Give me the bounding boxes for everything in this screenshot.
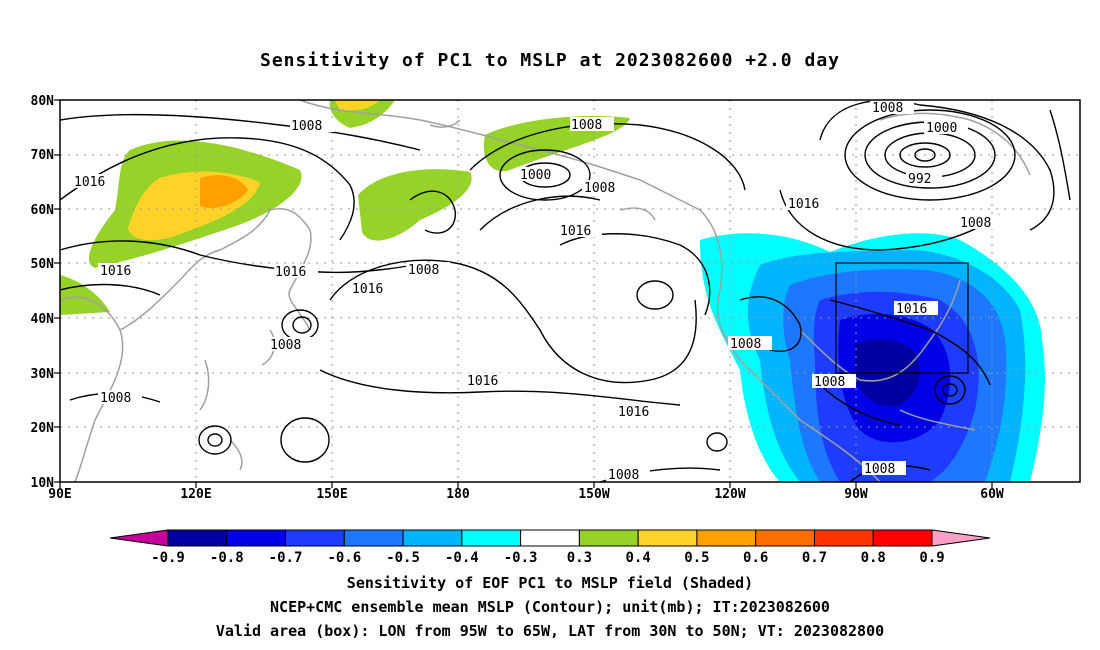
lon-axis-labels: 90E 120E 150E 180 150W 120W 90W 60W — [48, 487, 1004, 502]
contour-label: 1008 — [872, 101, 903, 116]
lat-label: 70N — [31, 148, 55, 163]
lon-label: 150W — [578, 487, 609, 502]
contour-label: 1016 — [896, 302, 927, 317]
colorbar-label: -0.6 — [327, 550, 361, 566]
lat-label: 80N — [31, 94, 55, 109]
contour-label: 1008 — [730, 337, 761, 352]
lon-label: 120E — [180, 487, 211, 502]
colorbar-label: 0.7 — [802, 550, 827, 566]
positive-sensitivity-shading — [200, 175, 248, 209]
contour-label: 1000 — [926, 121, 957, 136]
colorbar-label: -0.7 — [269, 550, 303, 566]
contour-label: 1008 — [571, 118, 602, 133]
lat-label: 20N — [31, 421, 55, 436]
contour-label: 1008 — [408, 263, 439, 278]
positive-sensitivity-shading — [335, 100, 380, 111]
colorbar-swatch — [637, 529, 698, 547]
map-plot-area: 1008 1016 1016 1008 1008 1016 1008 1000 … — [60, 100, 1080, 483]
colorbar-swatch — [813, 529, 874, 547]
colorbar-swatch — [520, 529, 580, 547]
contour-label: 1008 — [864, 462, 895, 477]
colorbar-label: -0.9 — [151, 550, 185, 566]
map-frame — [59, 99, 1081, 483]
shading-layer — [60, 100, 1045, 482]
lat-axis-labels: 80N 70N 60N 50N 40N 30N 20N 10N — [31, 94, 55, 491]
lon-label: 180 — [446, 487, 470, 502]
colorbar-swatch — [167, 529, 228, 547]
lon-label: 60W — [980, 487, 1004, 502]
colorbar-high-arrow — [931, 529, 991, 547]
colorbar-swatch — [402, 529, 463, 547]
contour-label: 1008 — [814, 375, 845, 390]
colorbar-label: 0.4 — [626, 550, 651, 566]
colorbar-swatch — [755, 529, 815, 547]
lon-label: 90W — [844, 487, 868, 502]
colorbar-low-arrow — [109, 529, 169, 547]
colorbar-swatch — [872, 529, 933, 547]
colorbar-label: -0.5 — [386, 550, 420, 566]
lon-label: 150E — [316, 487, 347, 502]
colorbar-swatch — [461, 529, 522, 547]
lat-label: 50N — [31, 257, 55, 272]
contour-label: 1008 — [270, 338, 301, 353]
contour-label: 1016 — [788, 197, 819, 212]
contour-label: 1016 — [352, 282, 383, 297]
contour-label: 1008 — [100, 391, 131, 406]
contour-label: 1016 — [467, 374, 498, 389]
lat-label: 10N — [31, 476, 55, 491]
contour-label: 1016 — [100, 264, 131, 279]
contour-label: 992 — [908, 172, 931, 187]
contour-label: 1016 — [560, 224, 591, 239]
colorbar-label: -0.4 — [445, 550, 479, 566]
caption-shading: Sensitivity of EOF PC1 to MSLP field (Sh… — [346, 574, 754, 592]
lon-label: 90E — [48, 487, 71, 502]
positive-sensitivity-shading — [358, 169, 472, 241]
colorbar-swatch — [578, 529, 639, 547]
contour-label: 1016 — [618, 405, 649, 420]
colorbar-label: 0.6 — [743, 550, 768, 566]
lat-label: 60N — [31, 203, 55, 218]
valid-area-box — [835, 262, 969, 374]
contour-label: 1016 — [275, 265, 306, 280]
contour-label: 1008 — [584, 181, 615, 196]
colorbar-label: 0.9 — [919, 550, 944, 566]
colorbar-label: -0.8 — [210, 550, 244, 566]
positive-sensitivity-shading — [60, 275, 110, 315]
lat-label: 40N — [31, 312, 55, 327]
colorbar-swatch — [285, 529, 345, 547]
coastlines — [60, 100, 1031, 482]
contour-labels: 1008 1016 1016 1008 1008 1016 1008 1000 … — [72, 100, 1002, 483]
caption-contour: NCEP+CMC ensemble mean MSLP (Contour); u… — [270, 598, 830, 616]
caption-valid-area: Valid area (box): LON from 95W to 65W, L… — [215, 622, 885, 640]
colorbar-swatch — [226, 529, 287, 547]
contour-label: 1008 — [291, 119, 322, 134]
contour-label: 1008 — [608, 468, 639, 483]
colorbar-label: 0.5 — [684, 550, 709, 566]
colorbar-swatch — [696, 529, 757, 547]
page-title: Sensitivity of PC1 to MSLP at 2023082600… — [259, 50, 840, 71]
axis-ticks — [54, 99, 993, 488]
contour-label: 1016 — [74, 175, 105, 190]
contour-label: 1000 — [520, 168, 551, 183]
contour-label: 1008 — [960, 216, 991, 231]
colorbar-label: 0.3 — [567, 550, 592, 566]
colorbar-label: -0.3 — [504, 550, 538, 566]
lat-label: 30N — [31, 367, 55, 382]
lon-label: 120W — [714, 487, 745, 502]
colorbar-swatch — [343, 529, 404, 547]
colorbar-label: 0.8 — [861, 550, 886, 566]
colorbar: -0.9 -0.8 -0.7 -0.6 -0.5 -0.4 -0.3 0.3 0.4 0.5 0.6… — [109, 529, 991, 566]
